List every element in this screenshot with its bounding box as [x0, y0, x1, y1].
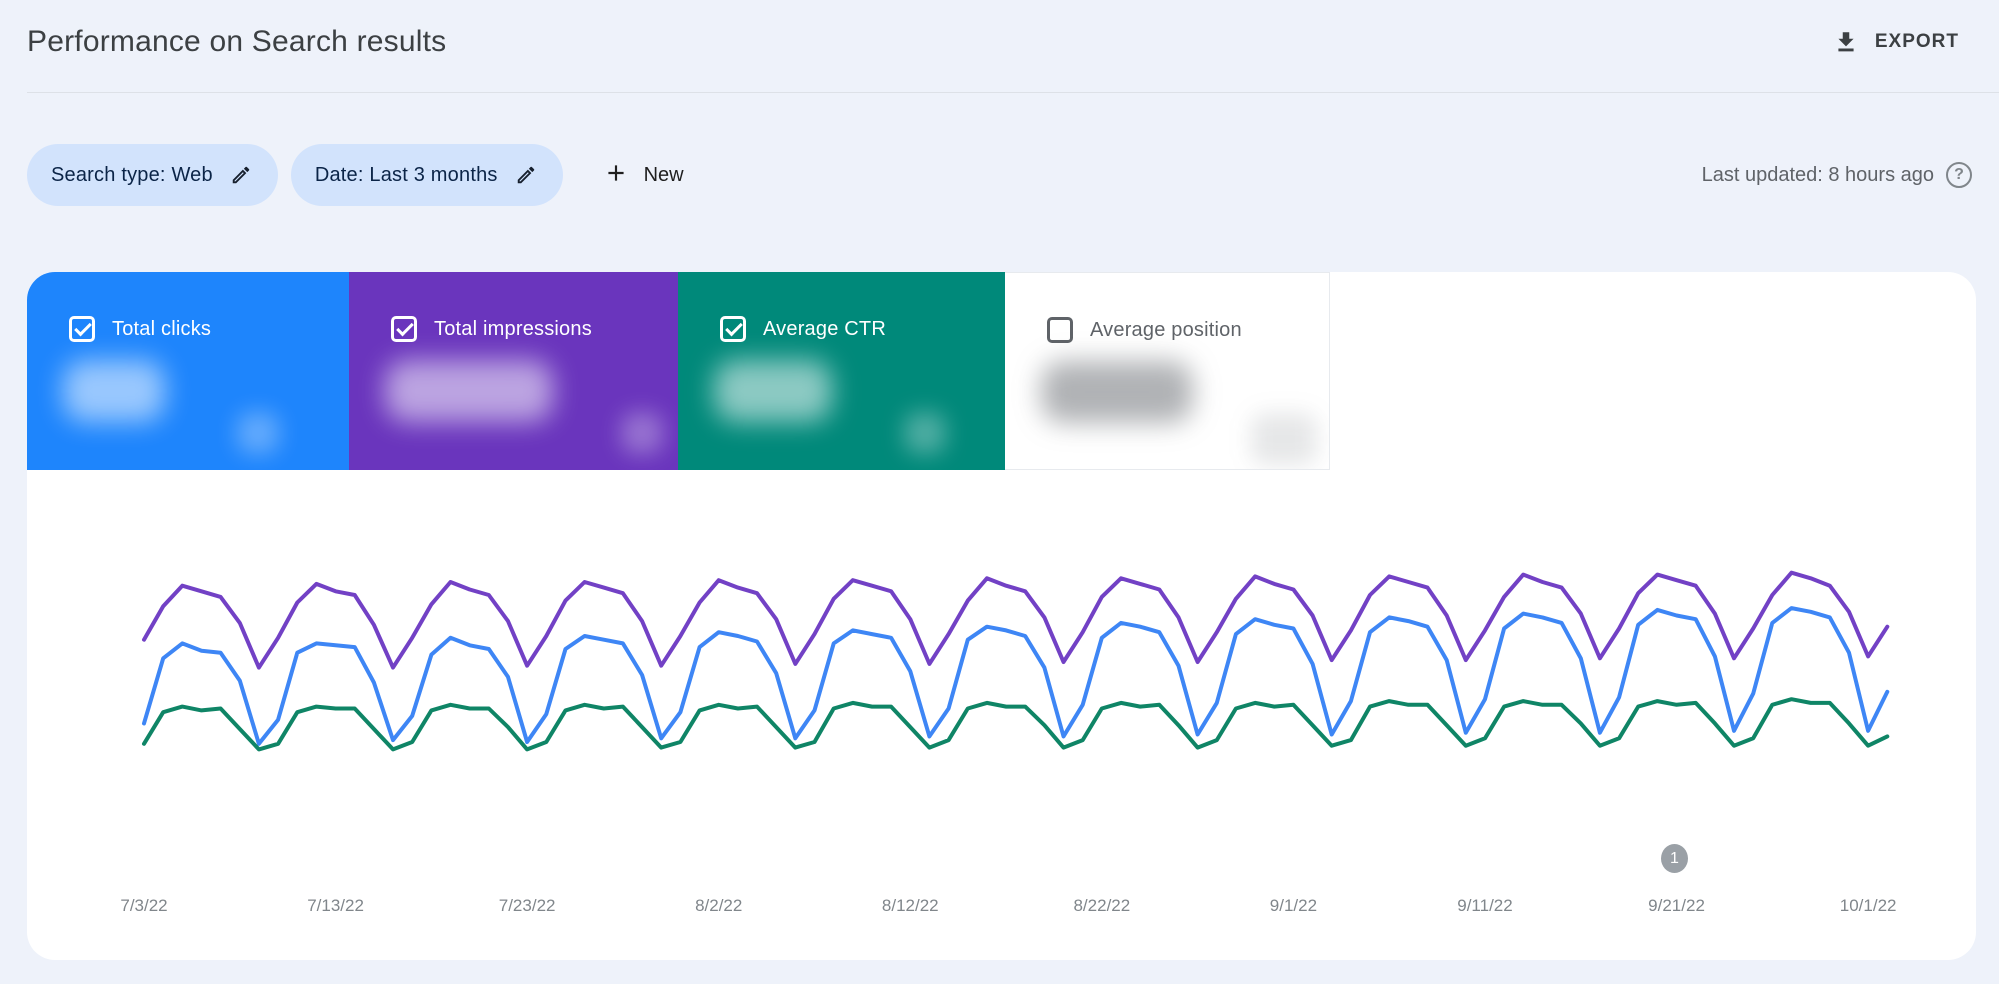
annotation-badge[interactable]: 1	[1661, 844, 1688, 873]
metric-card-total-impressions[interactable]: Total impressions	[349, 272, 678, 470]
plus-icon	[603, 160, 629, 191]
x-axis-label: 7/23/22	[498, 896, 556, 915]
header-divider	[27, 92, 1999, 93]
search-type-filter-label: Search type: Web	[51, 163, 213, 186]
last-updated: Last updated: 8 hours ago ?	[1702, 144, 1972, 206]
redacted-value-blur	[63, 360, 165, 422]
total-impressions-label: Total impressions	[434, 317, 592, 340]
redacted-value-blur	[1041, 361, 1193, 423]
redacted-detail-blur	[904, 412, 946, 454]
new-filter-label: New	[643, 163, 684, 186]
x-axis-label: 9/21/22	[1648, 896, 1705, 915]
performance-chart: 1 7/3/22 7/13/22 7/23/22 8/2/22 8/12/22 8/22/…	[27, 470, 1976, 960]
x-axis-label: 7/13/22	[307, 896, 364, 915]
edit-pencil-icon	[230, 164, 252, 186]
date-filter-label: Date: Last 3 months	[314, 163, 498, 186]
x-axis-label: 8/2/22	[695, 896, 743, 915]
new-filter-button[interactable]: New	[593, 144, 694, 206]
search-type-filter-chip[interactable]: Search type: Web	[27, 144, 278, 206]
average-ctr-checkbox[interactable]	[720, 316, 746, 342]
average-ctr-label: Average CTR	[763, 317, 886, 340]
filter-row: Search type: Web Date: Last 3 months New	[27, 144, 694, 206]
redacted-value-blur	[714, 360, 832, 422]
download-icon	[1833, 29, 1859, 55]
metric-card-total-clicks[interactable]: Total clicks	[27, 272, 349, 470]
redacted-value-blur	[385, 360, 553, 422]
line-chart-canvas	[142, 570, 1890, 752]
redacted-detail-blur	[237, 412, 279, 454]
export-label: EXPORT	[1874, 31, 1959, 52]
total-clicks-label: Total clicks	[112, 317, 212, 340]
total-impressions-checkbox[interactable]	[391, 316, 417, 342]
metric-card-average-ctr[interactable]: Average CTR	[678, 272, 1005, 470]
x-axis-label: 8/12/22	[881, 896, 939, 915]
metric-card-average-position[interactable]: Average position	[1005, 272, 1330, 470]
chart-line-ctr	[142, 697, 1890, 752]
date-filter-chip[interactable]: Date: Last 3 months	[290, 144, 563, 206]
average-position-checkbox[interactable]	[1047, 317, 1073, 343]
chart-line-clicks	[142, 606, 1890, 746]
performance-panel: Total clicks Total impressions Average C…	[27, 272, 1976, 960]
total-clicks-checkbox[interactable]	[69, 316, 95, 342]
average-position-label: Average position	[1090, 318, 1242, 341]
chart-line-impressions	[142, 570, 1890, 670]
x-axis-label: 8/22/22	[1073, 896, 1131, 915]
x-axis-label: 7/3/22	[120, 896, 168, 915]
redacted-detail-blur	[621, 412, 663, 454]
x-axis-label: 10/1/22	[1839, 896, 1897, 915]
last-updated-text: Last updated: 8 hours ago	[1701, 163, 1934, 186]
page-title: Performance on Search results	[27, 25, 447, 58]
redacted-detail-blur	[1251, 413, 1317, 465]
x-axis-label: 9/1/22	[1269, 896, 1318, 915]
x-axis-label: 9/11/22	[1457, 896, 1513, 915]
x-axis: 7/3/22 7/13/22 7/23/22 8/2/22 8/12/22 8/22/22…	[27, 896, 1976, 920]
help-icon[interactable]: ?	[1946, 162, 1972, 188]
edit-pencil-icon	[515, 164, 537, 186]
export-button[interactable]: EXPORT	[1833, 18, 1959, 66]
